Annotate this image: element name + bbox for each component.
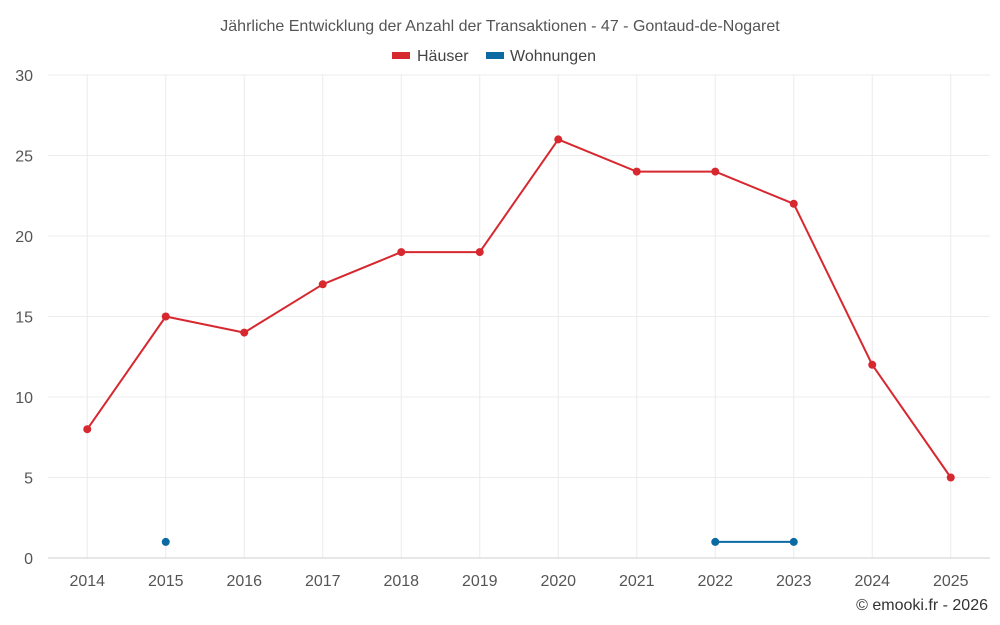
data-point-wohnungen[interactable] bbox=[789, 537, 798, 546]
series-layer bbox=[83, 135, 955, 546]
x-tick-label: 2022 bbox=[697, 573, 733, 590]
data-point-haeuser[interactable] bbox=[240, 328, 249, 337]
data-point-haeuser[interactable] bbox=[711, 167, 720, 176]
legend-label-wohnungen: Wohnungen bbox=[510, 48, 596, 65]
data-point-haeuser[interactable] bbox=[946, 473, 955, 482]
y-tick-label: 30 bbox=[15, 68, 33, 85]
data-point-haeuser[interactable] bbox=[475, 248, 484, 257]
x-tick-label: 2023 bbox=[776, 573, 812, 590]
grid-layer bbox=[48, 74, 990, 559]
x-tick-label: 2021 bbox=[619, 573, 655, 590]
data-point-haeuser[interactable] bbox=[318, 280, 327, 289]
legend: Häuser Wohnungen bbox=[392, 48, 596, 65]
y-tick-label: 20 bbox=[15, 229, 33, 246]
data-point-haeuser[interactable] bbox=[161, 312, 170, 321]
x-tick-label: 2014 bbox=[69, 573, 105, 590]
series-line-haeuser bbox=[86, 138, 952, 479]
data-point-haeuser[interactable] bbox=[397, 248, 406, 257]
x-tick-label: 2024 bbox=[854, 573, 890, 590]
x-tick-label: 2019 bbox=[462, 573, 498, 590]
x-axis-ticks: 2014 2015 2016 2017 2018 2019 2020 2021 2022 2023… bbox=[69, 573, 968, 590]
data-point-haeuser[interactable] bbox=[789, 199, 798, 208]
chart-title: Jährliche Entwicklung der Anzahl der Tra… bbox=[220, 18, 780, 35]
x-tick-label: 2018 bbox=[383, 573, 419, 590]
x-tick-label: 2015 bbox=[148, 573, 184, 590]
y-tick-label: 25 bbox=[15, 149, 33, 166]
legend-item-haeuser[interactable]: Häuser bbox=[392, 48, 469, 65]
legend-swatch-wohnungen bbox=[486, 52, 504, 59]
legend-item-wohnungen[interactable]: Wohnungen bbox=[486, 48, 596, 65]
x-tick-label: 2025 bbox=[933, 573, 969, 590]
data-point-haeuser[interactable] bbox=[868, 360, 877, 369]
y-tick-label: 10 bbox=[15, 390, 33, 407]
data-point-wohnungen[interactable] bbox=[161, 537, 170, 546]
credit-text: © emooki.fr - 2026 bbox=[856, 597, 988, 614]
x-tick-label: 2016 bbox=[226, 573, 262, 590]
y-tick-label: 5 bbox=[24, 471, 33, 488]
x-tick-label: 2017 bbox=[305, 573, 341, 590]
data-point-wohnungen[interactable] bbox=[711, 537, 720, 546]
legend-swatch-haeuser bbox=[392, 52, 410, 59]
data-point-haeuser[interactable] bbox=[83, 425, 92, 434]
data-point-haeuser[interactable] bbox=[554, 135, 563, 144]
x-tick-label: 2020 bbox=[540, 573, 576, 590]
y-axis-ticks: 0 5 10 15 20 25 30 bbox=[15, 68, 33, 568]
data-point-haeuser[interactable] bbox=[632, 167, 641, 176]
y-tick-label: 15 bbox=[15, 310, 33, 327]
legend-label-haeuser: Häuser bbox=[417, 48, 469, 65]
y-tick-label: 0 bbox=[24, 551, 33, 568]
